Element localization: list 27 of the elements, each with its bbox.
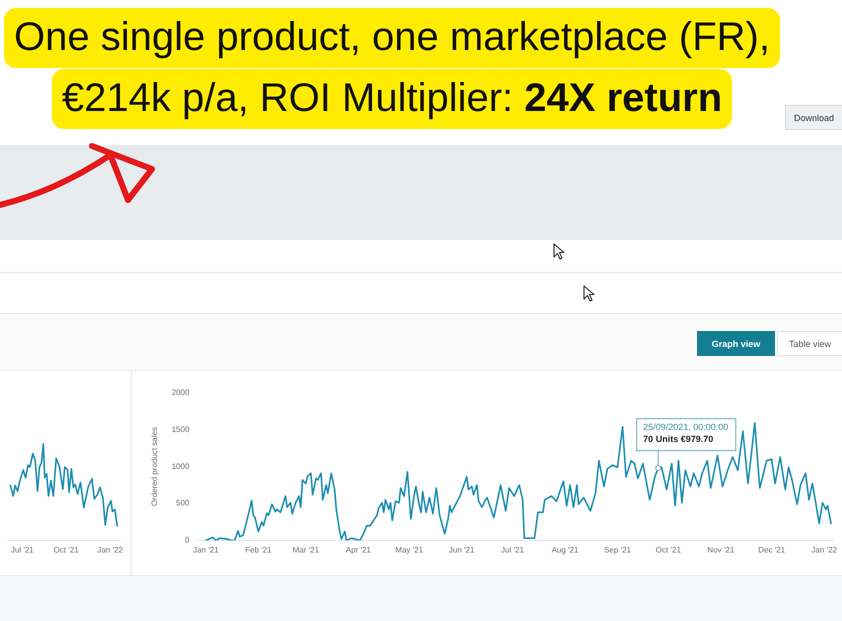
x-tick-label: Nov '21 [707,545,735,554]
y-tick-label: 2000 [172,388,190,398]
x-tick-label: Jan '22 [97,545,124,554]
y-axis-title: Ordered product sales [150,427,160,506]
x-tick-label: Feb '21 [245,545,272,554]
x-tick-label: Jul '21 [10,545,34,554]
y-tick-label: 1500 [172,424,190,434]
y-tick-label: 0 [184,536,190,545]
x-tick-label: Apr '21 [346,545,372,554]
x-tick-label: Jun '21 [448,545,475,554]
y-tick-label: 500 [176,498,190,508]
y-tick-label: 1000 [172,462,190,471]
x-tick-label: Jul '21 [501,545,524,554]
x-tick-label: Sep '21 [604,545,632,554]
button[interactable]: Table view [777,331,842,356]
x-tick-label: Oct '21 [656,545,682,554]
x-tick-label: Jan '21 [193,545,220,554]
x-tick-label: Aug '21 [552,545,579,554]
button[interactable]: Download [785,105,842,130]
x-tick-label: May '21 [395,545,424,554]
annotation: 25/09/2021, 00:00:00 70 Units €979.70 [643,422,728,444]
x-tick-label: Jan '22 [811,545,838,554]
chart-title: One single product, one marketplace (FR), €214k p/a, ROI Multiplier: 24X return [13,14,771,122]
button[interactable]: Graph view [697,331,775,356]
x-tick-label: Dec '21 [758,545,786,554]
x-tick-label: Oct '21 [54,545,80,554]
x-tick-label: Mar '21 [292,545,320,554]
